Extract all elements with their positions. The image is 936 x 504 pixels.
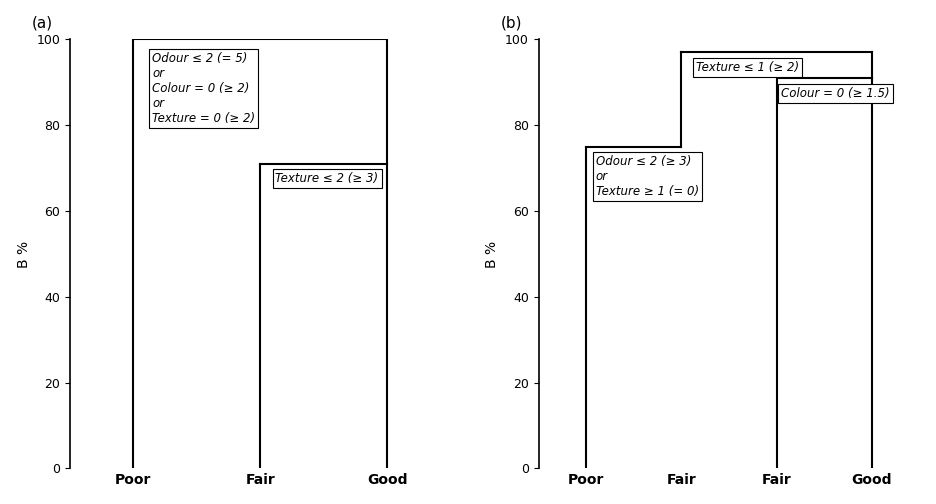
Y-axis label: B %: B % [17, 240, 31, 268]
Text: Odour ≤ 2 (= 5)
or
Colour = 0 (≥ 2)
or
Texture = 0 (≥ 2): Odour ≤ 2 (= 5) or Colour = 0 (≥ 2) or T… [153, 52, 256, 125]
Text: (b): (b) [501, 16, 522, 31]
Text: Texture ≤ 1 (≥ 2): Texture ≤ 1 (≥ 2) [695, 61, 798, 74]
Text: Texture ≤ 2 (≥ 3): Texture ≤ 2 (≥ 3) [275, 172, 378, 185]
Text: Odour ≤ 2 (≥ 3)
or
Texture ≥ 1 (= 0): Odour ≤ 2 (≥ 3) or Texture ≥ 1 (= 0) [595, 155, 699, 198]
Text: Colour = 0 (≥ 1.5): Colour = 0 (≥ 1.5) [782, 87, 890, 100]
Text: (a): (a) [32, 16, 52, 31]
Y-axis label: B %: B % [486, 240, 500, 268]
